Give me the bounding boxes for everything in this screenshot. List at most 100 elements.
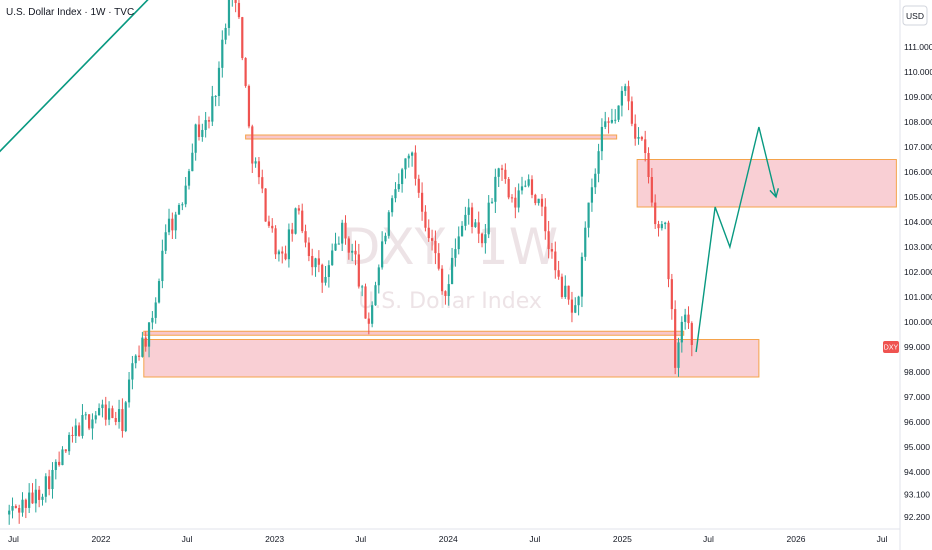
candle-body <box>58 461 61 466</box>
candle-body <box>351 250 354 253</box>
candle-body <box>264 188 267 222</box>
candle-body <box>584 227 587 257</box>
candle-body <box>51 469 54 490</box>
candle-body <box>444 291 447 296</box>
candle-body <box>284 253 287 260</box>
candle-body <box>524 185 527 187</box>
candle-body <box>267 221 271 226</box>
candle-body <box>8 510 11 515</box>
y-tick-label: 99.000 <box>904 342 930 352</box>
candle-body <box>254 161 257 164</box>
candle-body <box>627 86 630 102</box>
candle-body <box>560 276 564 297</box>
candle-body <box>567 285 570 300</box>
candle-body <box>24 499 27 508</box>
candle-body <box>527 179 530 186</box>
x-tick-label: Jul <box>703 534 714 544</box>
y-tick-label: 105.000 <box>904 192 932 202</box>
candle-body <box>144 337 147 347</box>
candle-body <box>78 425 81 436</box>
x-tick-labels: Jul 2022 Jul 2023 Jul 2024 Jul 2025 Jul 2026 Jul <box>8 534 888 544</box>
trendline <box>0 0 149 153</box>
candle-body <box>34 489 37 504</box>
candle-body <box>214 95 217 97</box>
candle-body <box>361 286 364 288</box>
candle-body <box>204 120 207 130</box>
candle-body <box>227 0 231 28</box>
candle-body <box>31 492 34 504</box>
y-tick-label: 102.000 <box>904 267 932 277</box>
candle-body <box>314 258 317 268</box>
candle-body <box>124 402 127 432</box>
candle-body <box>687 314 690 324</box>
candle-body <box>234 0 237 3</box>
candle-body <box>497 168 500 177</box>
candle-body <box>317 258 320 265</box>
candle-body <box>480 233 484 244</box>
candle-body <box>161 250 164 282</box>
candle-body <box>151 317 154 323</box>
candle-body <box>307 242 310 257</box>
candle-body <box>94 415 97 420</box>
candle-body <box>217 67 221 96</box>
y-tick-label: 108.000 <box>904 117 932 127</box>
candle-body <box>474 222 477 227</box>
y-tick-label: 94.000 <box>904 467 930 477</box>
y-tick-label: 98.000 <box>904 367 930 377</box>
candle-body <box>440 268 444 292</box>
candle-body <box>171 218 174 231</box>
candle-body <box>657 224 660 229</box>
candle-body <box>311 256 314 268</box>
candle-body <box>680 321 683 343</box>
candle-body <box>500 168 504 170</box>
x-tick-label: Jul <box>8 534 19 544</box>
candle-body <box>241 17 244 59</box>
candle-body <box>690 323 693 346</box>
candle-body <box>610 119 614 123</box>
candle-body <box>577 296 580 306</box>
watermark-symbol: DXY, 1W <box>342 218 558 276</box>
candle-body <box>141 337 144 357</box>
candle-body <box>347 238 350 253</box>
candle-body <box>104 404 107 420</box>
candle-body <box>367 318 370 324</box>
demand-supply-zone <box>636 159 897 208</box>
currency-button[interactable]: USD <box>902 5 928 26</box>
candle-body <box>447 284 450 296</box>
candle-body <box>21 499 24 513</box>
candle-body <box>187 171 191 186</box>
candle-body <box>81 415 84 436</box>
y-tick-label: 111.000 <box>904 42 932 52</box>
candle-body <box>271 225 274 229</box>
price-axis[interactable] <box>900 0 932 550</box>
candle-body <box>247 85 251 127</box>
candle-body <box>557 270 560 277</box>
candle-body <box>147 322 151 347</box>
candle-body <box>68 434 71 452</box>
y-tick-label: 106.000 <box>904 167 932 177</box>
projection-arrowhead <box>769 188 780 199</box>
candle-body <box>650 177 653 203</box>
demand-supply-zone <box>143 339 760 378</box>
candle-body <box>460 225 464 237</box>
candle-body <box>84 414 87 416</box>
candle-body <box>507 179 510 198</box>
candle-body <box>394 189 397 199</box>
candle-body <box>411 152 414 156</box>
candle-body <box>91 419 94 429</box>
candle-body <box>644 139 647 154</box>
candle-body <box>570 299 574 313</box>
candle-body <box>61 449 64 466</box>
y-tick-label: 109.000 <box>904 92 932 102</box>
watermark-name: U.S. Dollar Index <box>358 289 542 314</box>
candle-body <box>101 404 104 409</box>
candle-body <box>381 241 384 268</box>
candle-body <box>670 279 673 310</box>
candle-body <box>301 210 304 232</box>
candle-body <box>38 489 41 500</box>
currency-button-frame <box>902 5 928 26</box>
candle-body <box>457 236 460 250</box>
candle-body <box>364 286 367 319</box>
candle-body <box>354 250 357 255</box>
